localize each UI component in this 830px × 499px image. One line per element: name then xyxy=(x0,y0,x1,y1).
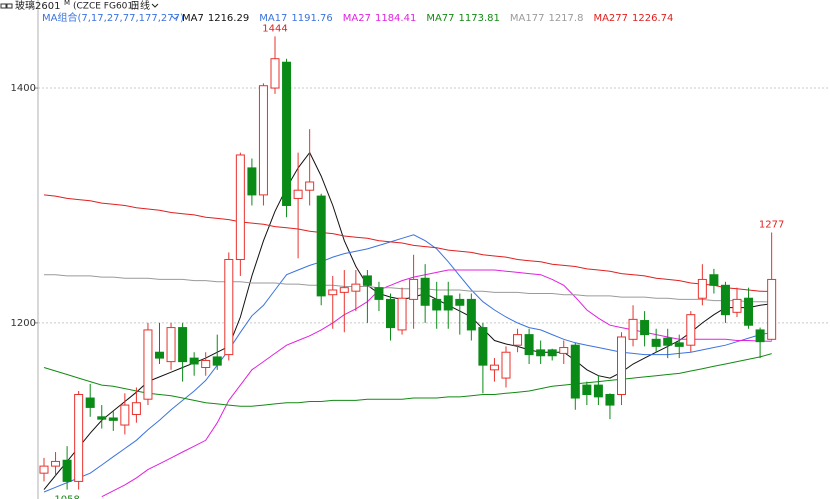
candle-body xyxy=(686,314,696,346)
legend-value: 1173.81 xyxy=(459,13,500,24)
y-tick-label: 1200 xyxy=(11,318,36,329)
candle-body xyxy=(432,298,442,311)
candle-body xyxy=(732,298,742,313)
legend-name: MA7 xyxy=(182,13,204,24)
candle-body xyxy=(651,338,661,347)
legend-name: MA77 xyxy=(426,13,454,24)
candle-body xyxy=(374,287,384,300)
candle-body xyxy=(74,394,84,482)
candle-body xyxy=(409,278,419,300)
candle-body xyxy=(455,298,465,306)
ma-line xyxy=(101,269,772,498)
candle-body xyxy=(697,278,707,299)
candle-body xyxy=(224,258,234,356)
candle-body xyxy=(513,334,523,346)
candle-body xyxy=(39,465,49,474)
candle-body xyxy=(628,318,638,340)
extreme-label: 1444 xyxy=(262,23,287,34)
period: 日线 xyxy=(130,0,150,12)
candle-body xyxy=(51,460,61,467)
candle-body xyxy=(293,189,303,199)
candle-body xyxy=(501,351,511,379)
dropdown-icon xyxy=(151,3,159,8)
candle-body xyxy=(397,297,407,331)
candle-body xyxy=(386,298,395,329)
candle-body xyxy=(744,297,754,326)
candle-body xyxy=(282,61,292,206)
ma-line xyxy=(44,274,772,303)
legend-value: 1191.76 xyxy=(291,13,332,24)
candle-body xyxy=(570,344,580,399)
candle-body xyxy=(674,342,684,347)
legend-value: 1226.74 xyxy=(632,13,673,24)
candle-body xyxy=(755,329,765,343)
subtitle: (CZCE FG601) xyxy=(73,2,137,12)
legend-value: 1217.8 xyxy=(548,13,583,24)
candle-body xyxy=(143,329,153,400)
candle-body xyxy=(524,334,534,356)
candle-body xyxy=(305,181,315,191)
candle-body xyxy=(270,58,280,89)
candle-body xyxy=(767,278,777,340)
legend-name: MA17 xyxy=(259,13,287,24)
extreme-label: 1058 xyxy=(54,495,79,499)
chart-title: 玻璃2601 xyxy=(15,0,60,12)
candle-body xyxy=(235,154,245,260)
candle-body xyxy=(443,295,453,311)
ma-line xyxy=(43,194,772,292)
candle-body xyxy=(559,347,569,354)
candle-body xyxy=(85,397,95,408)
candle-body xyxy=(489,364,499,371)
indicator-label: MA组合(7,17,27,77,177,277) xyxy=(42,11,184,24)
ma-line xyxy=(43,353,772,407)
candle-body xyxy=(328,289,338,296)
candle-body xyxy=(640,320,650,336)
dropdown-icon xyxy=(171,15,179,20)
candle-body xyxy=(420,277,430,306)
legend: MA7 1216.29 MA17 1191.76 MA27 1184.41 MA77 1173… xyxy=(182,13,673,24)
legend-name: MA177 xyxy=(510,13,545,24)
candle-body xyxy=(351,283,361,292)
legend-value: 1184.41 xyxy=(375,13,416,24)
candle-body xyxy=(120,404,130,426)
candle-body xyxy=(131,402,141,415)
candle-body xyxy=(166,327,176,363)
candle-body xyxy=(617,336,626,396)
ma-line xyxy=(43,151,772,490)
extreme-label: 1277 xyxy=(759,219,784,230)
candle-body xyxy=(201,359,211,368)
candle-body xyxy=(108,417,118,421)
candle-body xyxy=(247,167,257,196)
candle-body xyxy=(593,384,603,398)
candle-body xyxy=(316,195,326,297)
icon xyxy=(6,3,13,9)
icon xyxy=(0,3,7,9)
candle-body xyxy=(478,327,488,366)
candle-body xyxy=(663,337,673,346)
candle-body xyxy=(62,459,72,482)
ma-line xyxy=(43,234,772,493)
candle-body xyxy=(339,287,349,293)
candle-body xyxy=(258,85,268,196)
candle-body xyxy=(582,384,592,396)
candle-body xyxy=(536,349,546,357)
candle-body xyxy=(605,394,615,406)
candle-body xyxy=(155,351,164,359)
candle-body xyxy=(466,298,476,331)
legend-name: MA27 xyxy=(343,13,371,24)
candle-body xyxy=(97,416,107,420)
candle-body xyxy=(709,274,719,286)
candle-body xyxy=(189,357,199,365)
candle-body xyxy=(720,284,730,316)
candle-body xyxy=(547,349,557,357)
candle-body xyxy=(212,356,222,366)
candle-body xyxy=(362,275,372,286)
legend-name: MA277 xyxy=(593,13,628,24)
candle-body xyxy=(178,327,188,363)
title-superscript: M xyxy=(64,0,70,7)
legend-value: 1216.29 xyxy=(208,13,249,24)
y-tick-label: 1400 xyxy=(11,83,36,94)
